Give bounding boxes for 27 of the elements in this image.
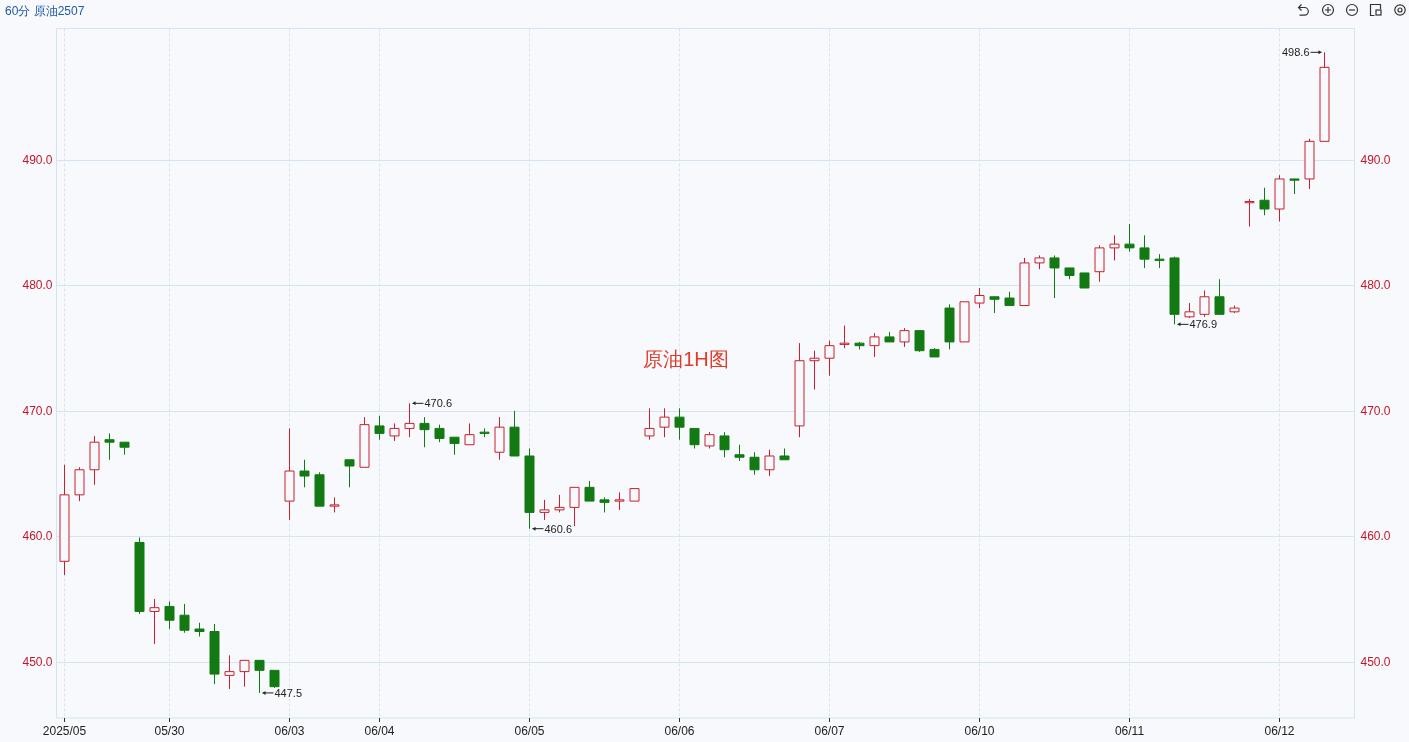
annotation: 460.6 — [544, 522, 573, 535]
x-tick-label: 06/11 — [1114, 724, 1145, 738]
y-tick-label: 470.0 — [22, 403, 53, 418]
annotation: 498.6 — [1281, 46, 1310, 59]
y2-tick-label: 490.0 — [1360, 153, 1391, 168]
x-tick-label: 06/03 — [274, 724, 305, 738]
x-tick-label: 06/06 — [664, 724, 695, 738]
x-tick-label: 06/07 — [814, 724, 845, 738]
y2-tick-label: 460.0 — [1360, 529, 1391, 544]
annotation: 447.5 — [274, 686, 303, 699]
x-tick-label: 2025/05 — [42, 724, 87, 738]
y-tick-label: 450.0 — [22, 654, 53, 669]
x-tick-label: 06/04 — [364, 724, 395, 738]
y2-tick-label: 480.0 — [1360, 278, 1391, 293]
y2-tick-label: 450.0 — [1360, 654, 1391, 669]
y-tick-label: 490.0 — [22, 153, 53, 168]
annotation: 原油1H图 — [643, 348, 729, 370]
y-tick-label: 460.0 — [22, 529, 53, 544]
y2-tick-label: 470.0 — [1360, 403, 1391, 418]
annotation: 476.9 — [1189, 318, 1218, 331]
annotation: 470.6 — [424, 397, 453, 410]
x-tick-label: 06/05 — [514, 724, 545, 738]
x-tick-label: 06/10 — [964, 724, 995, 738]
title: 60分 原油2507 — [5, 4, 85, 18]
x-tick-label: 05/30 — [154, 724, 185, 738]
y-tick-label: 480.0 — [22, 278, 53, 293]
x-tick-label: 06/12 — [1264, 724, 1295, 738]
